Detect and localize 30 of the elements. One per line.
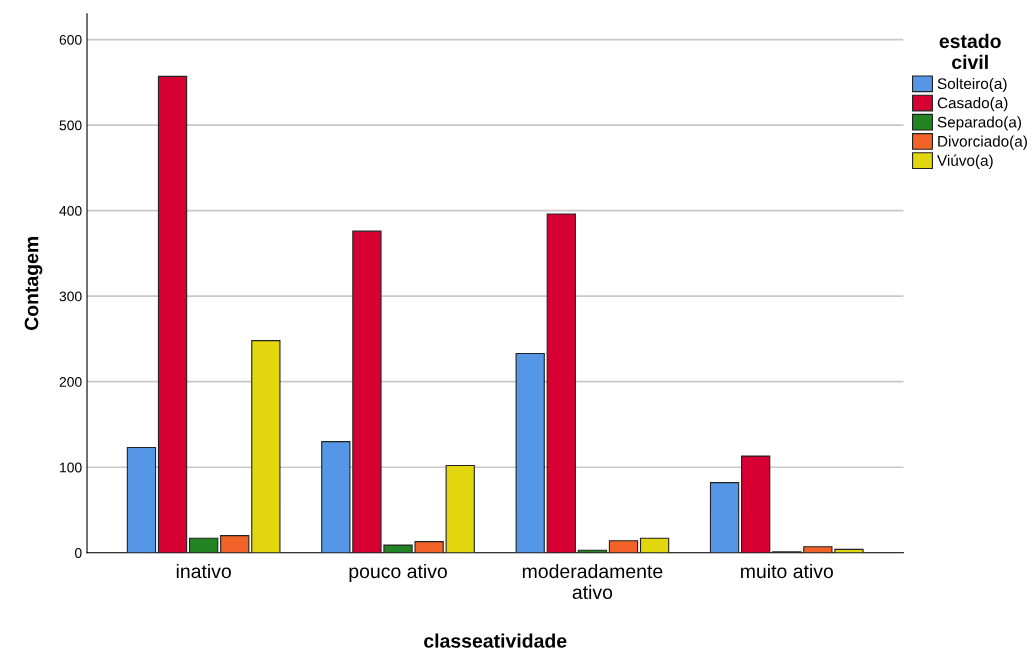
x-tick-label: moderadamente ativo bbox=[522, 563, 663, 600]
legend-label: Casado(a) bbox=[937, 97, 1008, 112]
legend-label: Divorciado(a) bbox=[938, 135, 1027, 150]
bar bbox=[251, 340, 281, 553]
bar bbox=[639, 537, 670, 553]
y-tick-label: 500 bbox=[59, 120, 82, 131]
bar bbox=[126, 447, 157, 553]
bar bbox=[157, 75, 188, 553]
legend-label: Viúvo(a) bbox=[937, 154, 993, 169]
x-tick-label: muito ativo bbox=[741, 563, 833, 579]
y-tick-label: 0 bbox=[74, 548, 82, 558]
y-tick-label: 200 bbox=[59, 377, 82, 387]
bar bbox=[608, 540, 639, 553]
bar bbox=[741, 455, 771, 553]
y-tick-label: 300 bbox=[59, 291, 82, 302]
y-axis-title: Contagem bbox=[24, 237, 43, 331]
legend-label: Separado(a) bbox=[937, 116, 1021, 131]
x-tick-label: pouco ativo bbox=[349, 563, 447, 583]
x-axis-title: classeatividade bbox=[424, 633, 567, 648]
y-tick-label: 600 bbox=[59, 34, 82, 45]
bar bbox=[220, 535, 250, 553]
bar bbox=[546, 213, 576, 553]
legend-label: Solteiro(a) bbox=[937, 77, 1007, 93]
x-tick-label: inativo bbox=[176, 563, 231, 579]
bar bbox=[515, 352, 545, 553]
bar bbox=[709, 482, 740, 553]
y-tick-label: 100 bbox=[60, 462, 82, 473]
y-tick-label: 400 bbox=[59, 205, 82, 216]
legend-title: estado civil bbox=[939, 33, 1001, 70]
bar bbox=[189, 537, 219, 553]
